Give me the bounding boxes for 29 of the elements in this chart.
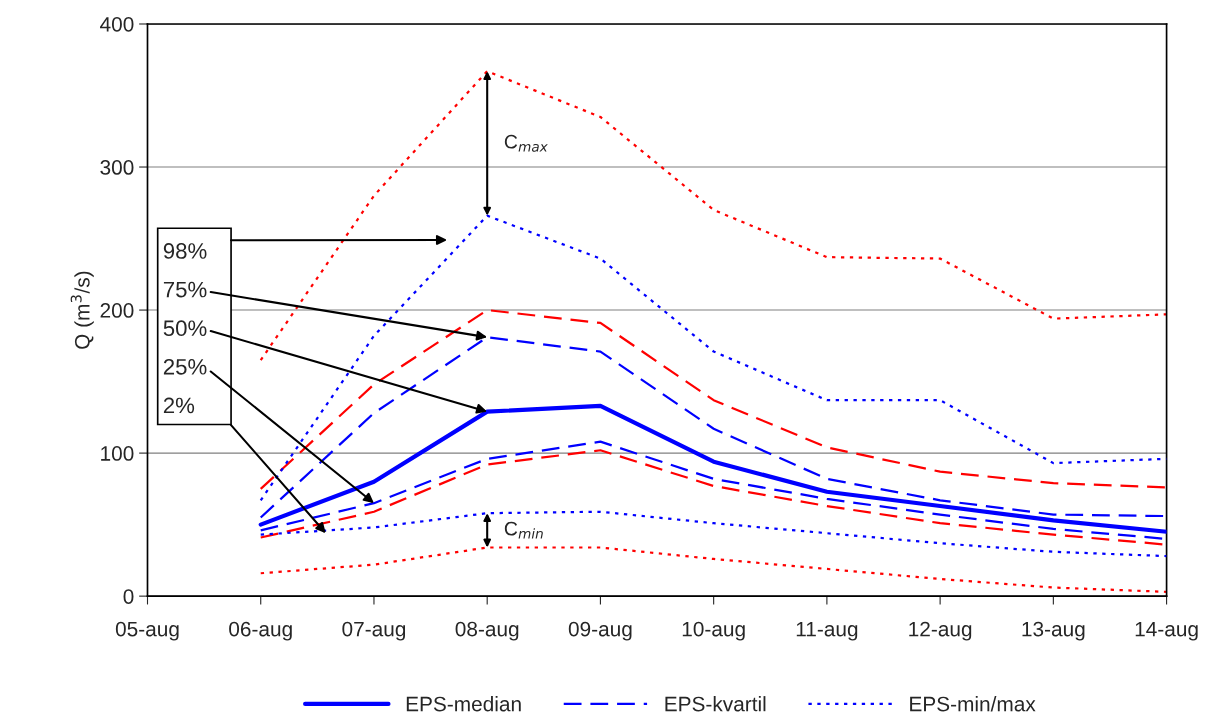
legend-label: EPS-kvartil	[665, 696, 766, 712]
annotation: 75%	[163, 281, 207, 298]
annotation: C$_{min}$	[504, 521, 543, 539]
annotation: 25%	[163, 358, 207, 375]
legend-label: EPS-min/max	[910, 696, 1036, 712]
x-tick-label: 14-aug	[1135, 621, 1198, 641]
annotation: 98%	[163, 243, 207, 259]
annotation: 2%	[163, 397, 195, 414]
annotation: 50%	[163, 320, 207, 337]
x-tick-label: 11-aug	[796, 621, 858, 641]
y-tick-label: 200	[100, 303, 134, 318]
legend-label: EPS-median	[406, 696, 521, 712]
x-tick-label: 13-aug	[1022, 621, 1085, 641]
line-series	[259, 510, 1167, 558]
x-tick-label: 08-aug	[455, 621, 519, 641]
line-series	[259, 70, 1167, 362]
y-tick-label: 0	[123, 589, 134, 604]
y-tick-label: 400	[100, 16, 134, 32]
y-axis-title: Q (m$^{3}$/s)	[70, 271, 94, 349]
x-tick-label: 12-aug	[909, 621, 972, 641]
x-tick-label: 09-aug	[568, 621, 632, 641]
line-series	[259, 308, 1167, 490]
y-tick-label: 300	[100, 160, 134, 175]
x-tick-label: 06-aug	[229, 621, 292, 641]
x-tick-label: 10-aug	[682, 621, 745, 641]
annotation: C$_{max}$	[504, 134, 548, 152]
x-tick-label: 07-aug	[342, 621, 406, 641]
x-tick-label: 05-aug	[115, 621, 179, 641]
y-tick-label: 100	[101, 446, 134, 461]
